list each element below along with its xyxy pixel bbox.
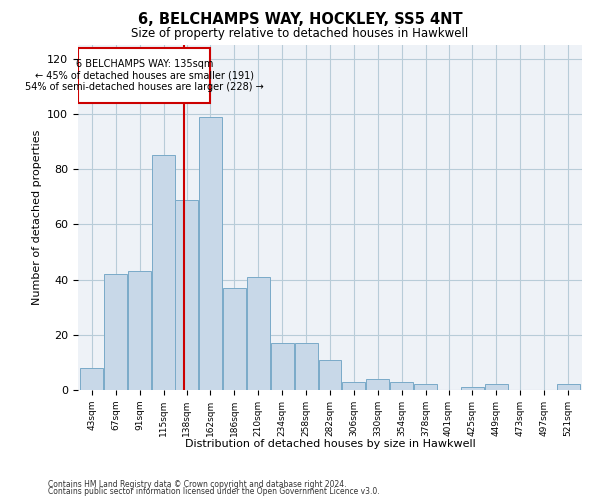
Bar [104, 274, 127, 390]
Bar [461, 387, 484, 390]
Bar [128, 272, 151, 390]
Text: Contains public sector information licensed under the Open Government Licence v3: Contains public sector information licen… [48, 487, 380, 496]
Bar [485, 384, 508, 390]
Bar [152, 156, 175, 390]
Text: 6 BELCHAMPS WAY: 135sqm
← 45% of detached houses are smaller (191)
54% of semi-d: 6 BELCHAMPS WAY: 135sqm ← 45% of detache… [25, 59, 263, 92]
Bar [390, 382, 413, 390]
Y-axis label: Number of detached properties: Number of detached properties [32, 130, 41, 305]
FancyBboxPatch shape [78, 48, 211, 103]
Bar [367, 379, 389, 390]
Bar [80, 368, 103, 390]
Bar [414, 384, 437, 390]
Bar [319, 360, 341, 390]
Text: 6, BELCHAMPS WAY, HOCKLEY, SS5 4NT: 6, BELCHAMPS WAY, HOCKLEY, SS5 4NT [137, 12, 463, 28]
Bar [295, 343, 317, 390]
Bar [343, 382, 365, 390]
Bar [557, 384, 580, 390]
Text: Size of property relative to detached houses in Hawkwell: Size of property relative to detached ho… [131, 28, 469, 40]
Text: Contains HM Land Registry data © Crown copyright and database right 2024.: Contains HM Land Registry data © Crown c… [48, 480, 347, 489]
X-axis label: Distribution of detached houses by size in Hawkwell: Distribution of detached houses by size … [185, 439, 475, 449]
Bar [223, 288, 246, 390]
Bar [199, 117, 222, 390]
Bar [247, 277, 270, 390]
Bar [175, 200, 198, 390]
Bar [271, 343, 293, 390]
